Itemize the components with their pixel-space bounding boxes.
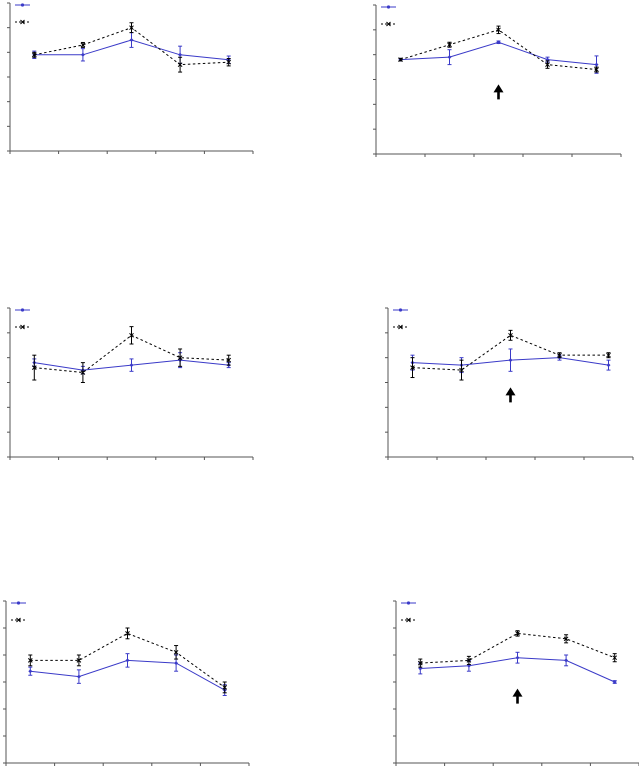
series-2-point [80,370,86,375]
series-2-point [129,332,134,338]
legend-marker-series-1 [398,308,403,312]
series-2-point [459,367,464,373]
legend-marker-series-2 [398,324,403,330]
legend-marker-series-1 [386,5,391,9]
series-2-point [173,649,179,655]
legend-marker-series-2 [386,21,391,27]
chart-panel-middle-left [7,307,254,460]
series-2-line [30,632,225,688]
series-2-point [226,59,232,65]
series-2-point [594,67,599,72]
chart-panel-top-left [7,2,254,154]
series-2-point [515,631,520,636]
series-2-point [129,25,134,31]
series-1-point [28,669,33,674]
series-2-point [31,52,37,58]
chart-panel-bottom-right [393,600,639,766]
series-1-point [515,655,520,660]
arrow-up-icon [493,84,504,100]
chart-panel-bottom-left [3,600,250,766]
series-2-point [606,352,611,358]
series-1-point [496,40,501,45]
series-1-point [564,658,569,663]
series-2-line [420,632,615,664]
series-1-point [447,55,452,60]
legend-marker-series-1 [20,3,25,7]
series-2-point [222,685,228,690]
series-1-point [594,62,599,67]
series-2-point [545,62,550,67]
legend-marker-series-2 [20,19,25,25]
series-2-point [398,57,403,62]
series-2-point [563,636,569,642]
series-2-point [76,658,82,663]
series-2-line [400,29,597,71]
series-1-point [129,363,134,368]
legend-marker-series-2 [20,324,25,330]
arrow-up-icon [505,387,516,403]
series-1-point [76,674,81,679]
series-2-point [226,357,232,363]
series-2-point [410,365,415,370]
series-2-point [31,365,37,370]
series-1-point [125,658,130,663]
series-2-point [612,655,618,661]
series-2-point [496,27,501,33]
legend-marker-series-1 [16,601,21,605]
series-1-point [606,363,611,368]
series-2-point [125,631,130,636]
legend-marker-series-2 [406,617,411,623]
chart-panel-middle-right [385,307,634,460]
series-1-point [508,358,513,363]
series-2-point [80,42,86,48]
series-1-point [80,52,85,57]
series-1-line [400,41,597,66]
series-1-point [612,680,617,684]
legend-marker-series-1 [406,601,411,605]
legend-marker-series-1 [20,308,25,312]
series-2-point [417,660,423,666]
series-1-point [178,52,183,57]
series-1-point [174,661,179,666]
series-2-point [466,658,472,663]
series-2-point [508,332,513,338]
arrow-up-icon [512,688,523,704]
series-2-point [447,42,452,48]
series-2-point [177,355,183,361]
series-2-point [27,658,33,663]
series-2-point [557,352,562,358]
series-1-point [129,38,134,42]
series-2-point [177,62,183,68]
chart-panel-top-right [373,4,622,157]
legend-marker-series-2 [16,617,21,623]
